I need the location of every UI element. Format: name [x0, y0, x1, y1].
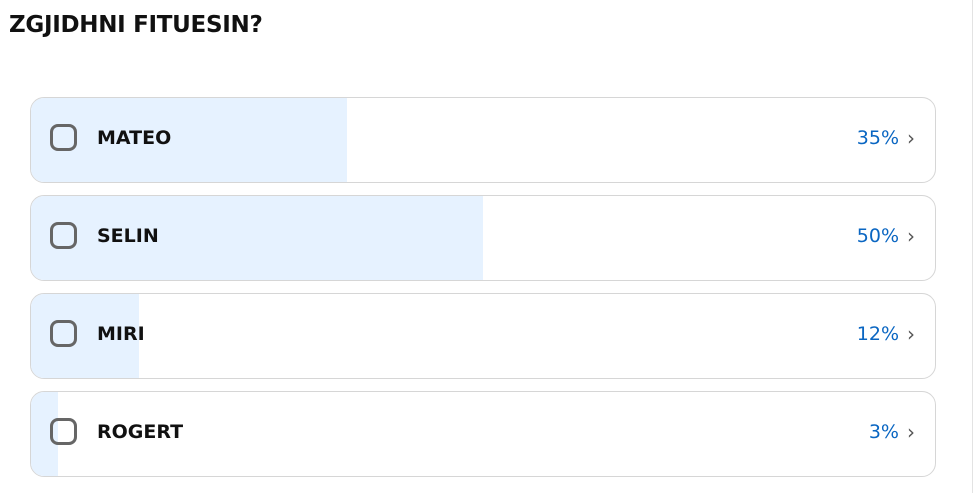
vote-bar	[31, 392, 59, 476]
checkbox-icon[interactable]	[50, 418, 77, 445]
option-percent: 35%	[856, 127, 899, 149]
option-label: MATEO	[97, 127, 172, 149]
poll-option-miri[interactable]: MIRI 12% ›	[30, 293, 936, 379]
vote-bar	[31, 98, 348, 182]
option-percent: 50%	[856, 225, 899, 247]
chevron-right-icon: ›	[907, 420, 915, 444]
option-percent: 12%	[856, 323, 899, 345]
chevron-right-icon: ›	[907, 224, 915, 248]
poll-option-selin[interactable]: SELIN 50% ›	[30, 195, 936, 281]
chevron-right-icon: ›	[907, 322, 915, 346]
poll-option-rogert[interactable]: ROGERT 3% ›	[30, 391, 936, 477]
poll-option-mateo[interactable]: MATEO 35% ›	[30, 97, 936, 183]
checkbox-icon[interactable]	[50, 320, 77, 347]
poll-title: ZGJIDHNI FITUESIN?	[9, 12, 263, 38]
option-label: SELIN	[97, 225, 159, 247]
checkbox-icon[interactable]	[50, 124, 77, 151]
option-label: ROGERT	[97, 421, 184, 443]
option-percent: 3%	[868, 421, 899, 443]
scrollbar-edge	[972, 0, 973, 493]
vote-bar	[31, 294, 140, 378]
chevron-right-icon: ›	[907, 126, 915, 150]
option-label: MIRI	[97, 323, 145, 345]
checkbox-icon[interactable]	[50, 222, 77, 249]
vote-bar	[31, 196, 483, 280]
